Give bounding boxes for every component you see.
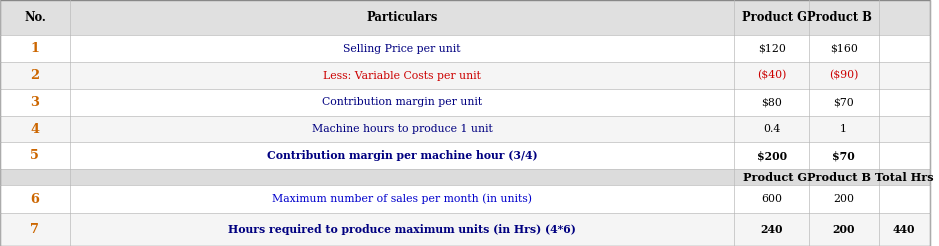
- Bar: [0, 169, 930, 185]
- Bar: [0, 185, 930, 213]
- Text: 4: 4: [30, 123, 39, 136]
- Bar: [0, 213, 930, 246]
- Text: 2: 2: [30, 69, 39, 82]
- Text: No.: No.: [24, 11, 46, 24]
- Text: Less: Variable Costs per unit: Less: Variable Costs per unit: [323, 71, 481, 80]
- Text: 200: 200: [833, 224, 854, 235]
- Text: $80: $80: [762, 97, 782, 107]
- Bar: [0, 89, 930, 116]
- Text: $200: $200: [757, 150, 787, 161]
- Text: 1: 1: [30, 42, 39, 55]
- Bar: [0, 35, 930, 62]
- Text: Maximum number of sales per month (in units): Maximum number of sales per month (in un…: [272, 194, 532, 204]
- Text: 3: 3: [30, 96, 39, 109]
- Bar: [0, 116, 930, 142]
- Bar: [0, 62, 930, 89]
- Bar: [0, 0, 930, 35]
- Text: 6: 6: [30, 193, 39, 206]
- Text: $160: $160: [830, 44, 857, 54]
- Text: Product B: Product B: [807, 172, 870, 183]
- Text: Contribution margin per unit: Contribution margin per unit: [322, 97, 482, 107]
- Text: $70: $70: [833, 97, 854, 107]
- Text: Product B: Product B: [807, 11, 871, 24]
- Text: ($40): ($40): [757, 70, 786, 81]
- Text: Hours required to produce maximum units (in Hrs) (4*6): Hours required to produce maximum units …: [228, 224, 576, 235]
- Text: Product G: Product G: [743, 172, 807, 183]
- Text: Total Hrs: Total Hrs: [875, 172, 933, 183]
- Text: 0.4: 0.4: [763, 124, 780, 134]
- Text: Contribution margin per machine hour (3/4): Contribution margin per machine hour (3/…: [267, 150, 537, 161]
- Text: 5: 5: [30, 149, 39, 162]
- Text: 600: 600: [762, 194, 782, 204]
- Text: 7: 7: [30, 223, 39, 236]
- Text: ($90): ($90): [829, 70, 858, 81]
- Text: Particulars: Particulars: [366, 11, 438, 24]
- Text: Machine hours to produce 1 unit: Machine hours to produce 1 unit: [312, 124, 492, 134]
- Text: $70: $70: [832, 150, 855, 161]
- Bar: [0, 142, 930, 169]
- Text: Product G: Product G: [742, 11, 807, 24]
- Text: 200: 200: [833, 194, 854, 204]
- Text: $120: $120: [758, 44, 786, 54]
- Text: 240: 240: [761, 224, 783, 235]
- Text: Selling Price per unit: Selling Price per unit: [344, 44, 461, 54]
- Text: 1: 1: [840, 124, 847, 134]
- Text: 440: 440: [893, 224, 916, 235]
